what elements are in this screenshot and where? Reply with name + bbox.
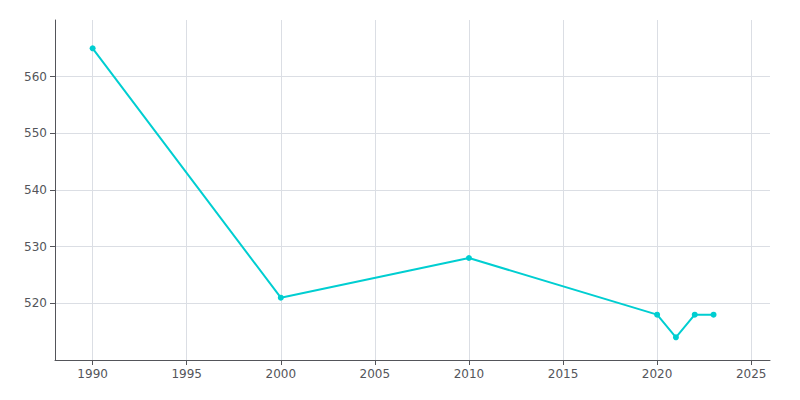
svg-text:1995: 1995 — [171, 367, 202, 381]
svg-text:2020: 2020 — [642, 367, 673, 381]
svg-text:540: 540 — [24, 183, 47, 197]
svg-text:560: 560 — [24, 70, 47, 84]
svg-text:2025: 2025 — [736, 367, 767, 381]
svg-text:520: 520 — [24, 296, 47, 310]
svg-text:550: 550 — [24, 126, 47, 140]
svg-text:2000: 2000 — [266, 367, 297, 381]
svg-text:2005: 2005 — [360, 367, 391, 381]
svg-text:2015: 2015 — [548, 367, 579, 381]
svg-text:2010: 2010 — [454, 367, 485, 381]
svg-text:530: 530 — [24, 240, 47, 254]
svg-text:1990: 1990 — [77, 367, 108, 381]
